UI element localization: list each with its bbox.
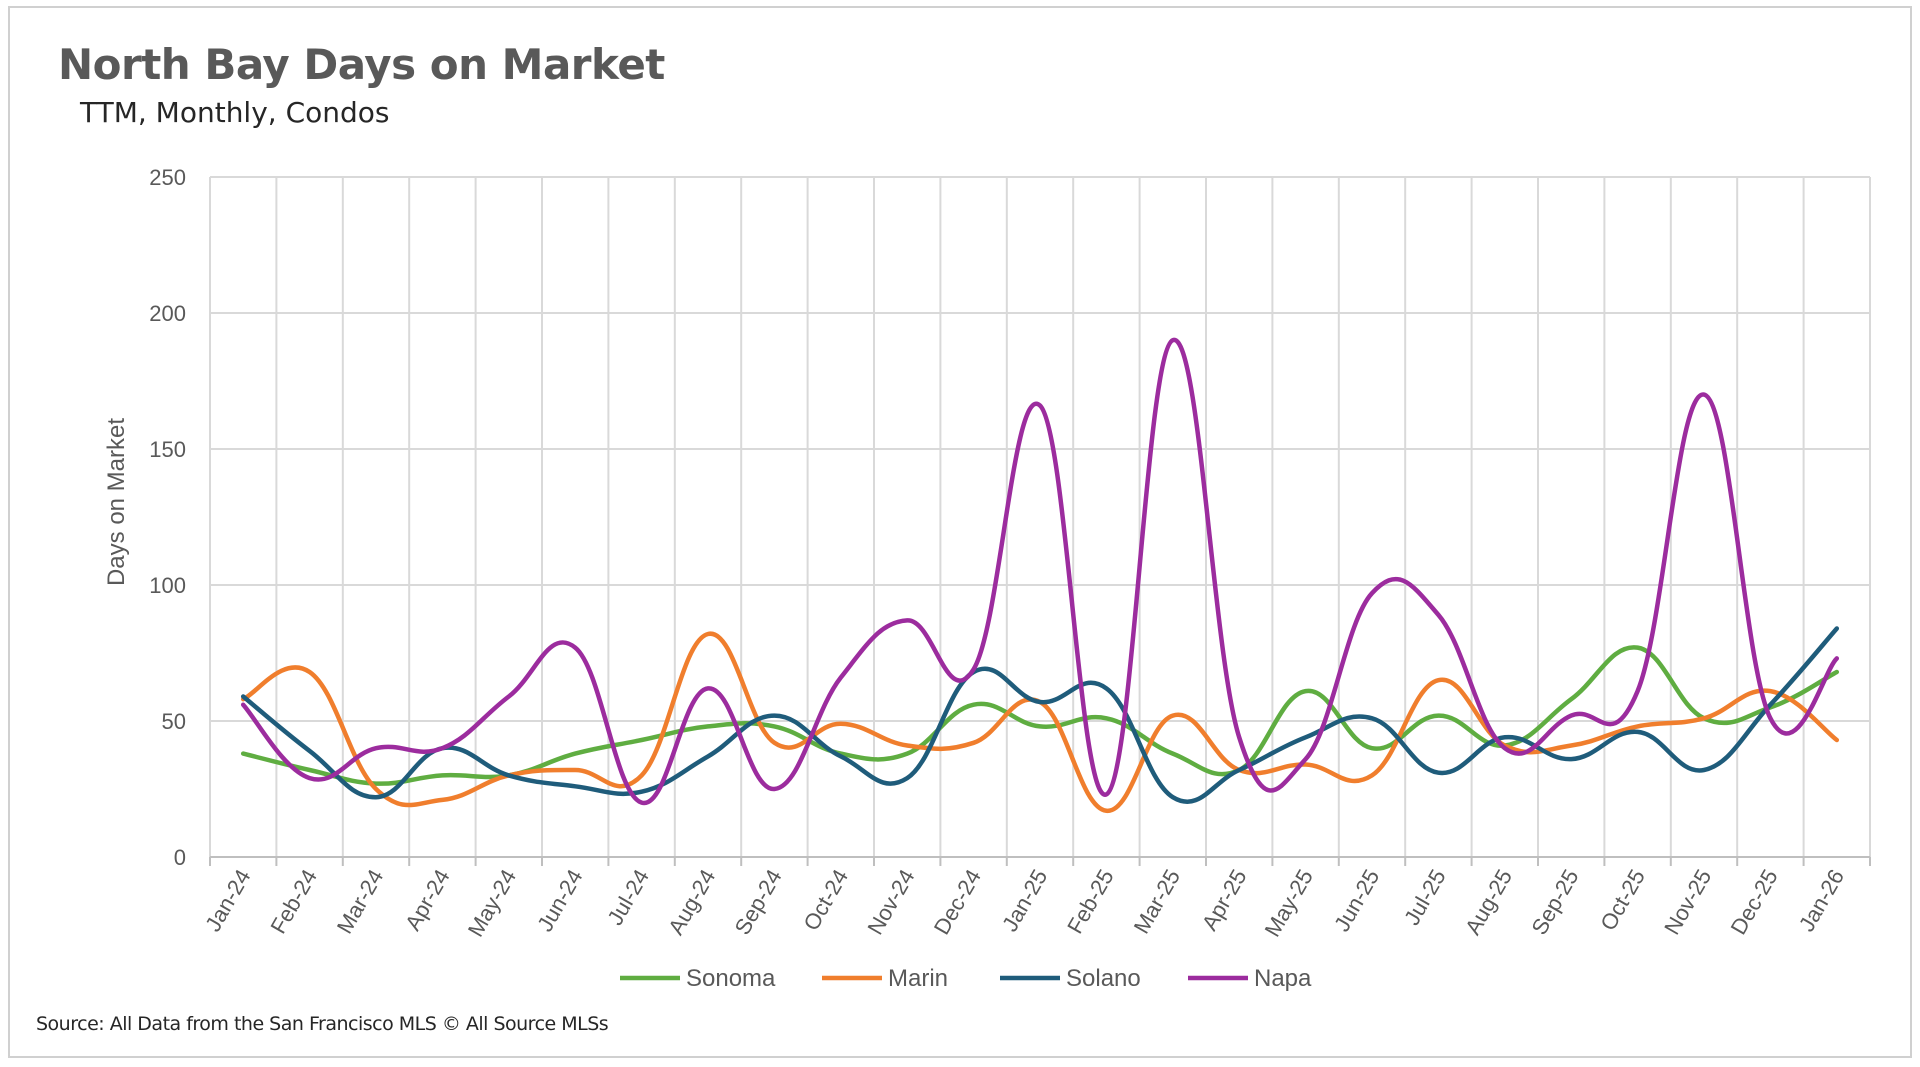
y-tick-label: 50 <box>162 709 186 734</box>
chart-title: North Bay Days on Market <box>58 40 665 89</box>
series-line-napa <box>240 337 1840 805</box>
y-tick-label: 100 <box>149 573 186 598</box>
x-tick-label: Feb-25 <box>1062 865 1119 938</box>
x-axis-ticks: Jan-24 Feb-24 Mar-24 Apr-24 May-24 Jun-24 Jul-… <box>200 865 1849 941</box>
y-tick-label: 150 <box>149 437 186 462</box>
legend-label-sonoma: Sonoma <box>686 965 776 992</box>
series-lines <box>240 337 1840 814</box>
y-axis-ticks: 0 50 100 150 200 250 <box>149 165 186 870</box>
chart-subtitle: TTM, Monthly, Condos <box>80 96 390 129</box>
legend-label-solano: Solano <box>1066 965 1141 992</box>
x-tick-label: Oct-25 <box>1595 865 1650 935</box>
x-tick-label: May-25 <box>1260 865 1318 941</box>
y-tick-label: 0 <box>174 845 186 870</box>
legend-label-marin: Marin <box>888 965 948 992</box>
x-tick-label: Sep-24 <box>730 865 787 939</box>
x-tick-label: Jan-24 <box>200 865 255 936</box>
y-tick-label: 250 <box>149 165 186 190</box>
x-tick-label: Jun-25 <box>1329 865 1384 936</box>
x-tick-label: Dec-25 <box>1726 865 1783 939</box>
gridlines <box>209 176 1871 866</box>
x-tick-label: Mar-25 <box>1129 865 1185 938</box>
x-tick-label: May-24 <box>463 865 521 941</box>
x-tick-label: Apr-25 <box>1197 865 1252 935</box>
x-tick-label: Aug-24 <box>663 865 720 939</box>
chart-frame <box>8 6 1912 1058</box>
y-axis-title: Days on Market <box>103 418 130 586</box>
x-tick-label: Aug-25 <box>1460 865 1517 939</box>
legend: Sonoma Marin Solano Napa <box>620 965 1312 992</box>
x-tick-label: Nov-25 <box>1659 865 1716 939</box>
x-tick-label: Feb-24 <box>265 865 322 938</box>
x-tick-label: Oct-24 <box>798 865 853 935</box>
x-tick-label: Dec-24 <box>929 865 986 939</box>
source-note: Source: All Data from the San Francisco … <box>36 1013 609 1035</box>
x-tick-label: Jul-24 <box>602 865 654 929</box>
y-tick-label: 200 <box>149 301 186 326</box>
legend-label-napa: Napa <box>1254 965 1312 992</box>
series-line-solano <box>240 626 1840 804</box>
x-tick-label: Jan-26 <box>1794 865 1849 936</box>
x-tick-label: Jul-25 <box>1399 865 1451 929</box>
x-tick-label: Nov-24 <box>862 865 919 939</box>
x-tick-label: Jun-24 <box>532 865 587 936</box>
x-tick-label: Apr-24 <box>400 865 455 935</box>
x-tick-label: Mar-24 <box>332 865 388 938</box>
x-tick-label: Sep-25 <box>1526 865 1583 939</box>
x-tick-label: Jan-25 <box>997 865 1052 936</box>
